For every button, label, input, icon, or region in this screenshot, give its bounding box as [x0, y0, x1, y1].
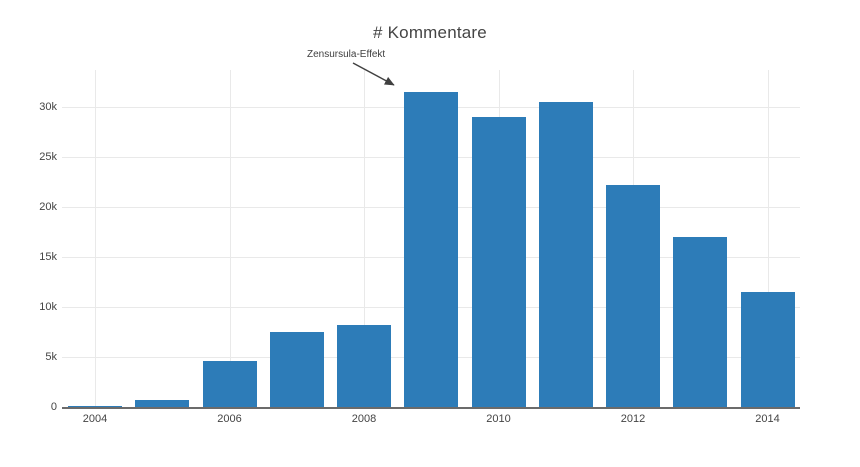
bar-2011[interactable]: [538, 102, 593, 407]
bar-2006[interactable]: [202, 361, 257, 407]
x-axis-line: [62, 406, 800, 409]
bar-2007[interactable]: [269, 332, 324, 407]
y-tick-label: 10k: [39, 300, 57, 313]
y-tick-label: 15k: [39, 250, 57, 263]
v-gridline: [229, 70, 231, 407]
x-tick-label: 2014: [755, 413, 780, 425]
x-tick-label: 2004: [82, 413, 108, 425]
y-tick-label: 5k: [45, 350, 57, 363]
bar-2005[interactable]: [135, 399, 190, 407]
y-tick-label: 30k: [39, 100, 57, 113]
y-tick-label: 25k: [39, 150, 57, 163]
v-gridline: [767, 70, 769, 407]
bar-2012[interactable]: [606, 185, 660, 407]
x-tick-label: 2006: [217, 413, 242, 425]
y-tick-label: 20k: [39, 200, 57, 213]
x-tick-label: 2008: [351, 413, 377, 425]
annotation-label: Zensursula-Effekt: [307, 49, 386, 60]
bar-2014[interactable]: [740, 292, 795, 407]
v-gridline: [95, 70, 96, 407]
bar-2009[interactable]: [404, 91, 459, 407]
chart-title: # Kommentare: [373, 23, 487, 42]
bar-2013[interactable]: [673, 237, 728, 407]
y-tick-label: 0: [50, 400, 57, 413]
v-gridline: [364, 70, 365, 407]
x-tick-label: 2010: [486, 413, 511, 425]
bar-2010[interactable]: [471, 117, 526, 407]
x-tick-label: 2012: [620, 413, 646, 425]
bar-2008[interactable]: [337, 325, 391, 407]
